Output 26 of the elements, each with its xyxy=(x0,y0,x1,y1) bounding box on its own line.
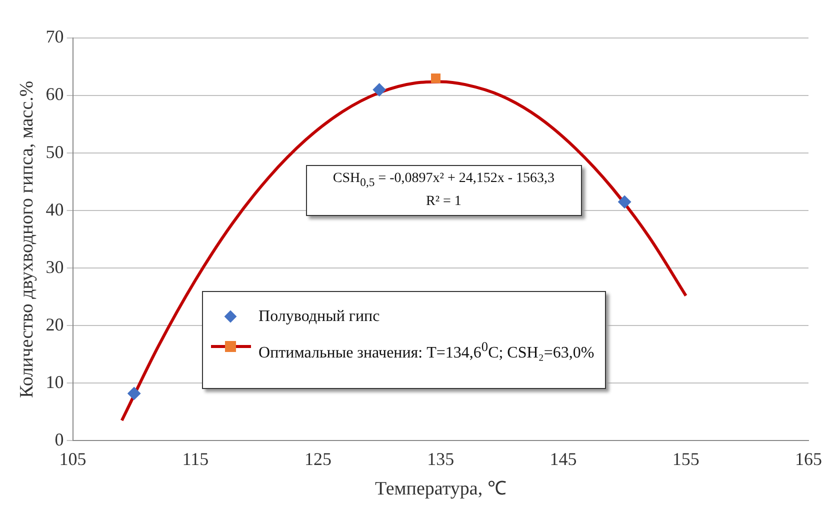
y-tick-label: 0 xyxy=(54,429,64,450)
point xyxy=(431,74,440,84)
x-tick-label: 165 xyxy=(795,449,822,470)
x-tick-label: 125 xyxy=(304,449,332,470)
x-axis-title: Температура, ℃ xyxy=(374,478,506,500)
x-tick-label: 145 xyxy=(550,449,577,470)
y-tick-label: 20 xyxy=(46,314,64,334)
legend-label: Полуводный гипс xyxy=(258,307,380,328)
y-tick-label: 30 xyxy=(46,256,64,277)
point xyxy=(372,83,386,96)
point xyxy=(618,195,632,208)
x-tick-label: 155 xyxy=(672,449,700,470)
annotation: CSH$_{0,5}$ = -0,0897x² + 24,152x - 1563,3 xyxy=(332,170,556,190)
y-tick-label: 40 xyxy=(46,199,64,220)
point xyxy=(128,386,141,400)
y-tick-label: 70 xyxy=(46,26,64,47)
x-tick-label: 135 xyxy=(427,449,454,470)
note-box: CSH$_{0,5}$ = -0,0897x² + 24,152x - 1563,3 R² = 1 xyxy=(306,164,582,216)
y-axis-title: Количество двухводного гипса, масс.% xyxy=(16,80,38,398)
x-tick-label: 105 xyxy=(59,449,86,470)
y-tick-label: 60 xyxy=(46,84,64,104)
y-tick-label: 50 xyxy=(46,142,64,162)
x-tick-label: 115 xyxy=(182,449,209,470)
y-tick-label: 10 xyxy=(46,372,64,392)
legend-label: Оптимальные значения: T=134,6$^{0}$C; CSH₂=63,0% xyxy=(258,338,594,364)
annotation: R² = 1 xyxy=(424,193,462,212)
